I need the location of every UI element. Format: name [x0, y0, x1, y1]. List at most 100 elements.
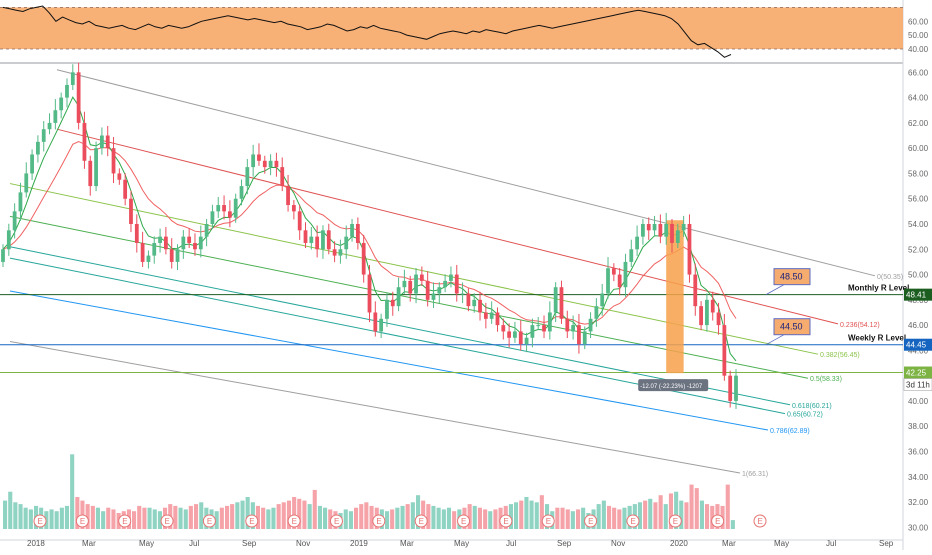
candle-body — [390, 299, 395, 307]
volume-bar — [622, 507, 627, 529]
candle-body — [716, 312, 721, 326]
volume-bar — [663, 504, 668, 529]
volume-bar — [441, 509, 446, 529]
volume-bar — [95, 507, 100, 529]
candle-body — [664, 224, 669, 237]
candle-body — [437, 287, 442, 294]
candle-body — [414, 274, 418, 294]
candle-body — [652, 224, 657, 231]
candle-body — [379, 318, 384, 332]
time-tick-label: May — [454, 539, 469, 548]
candle-body — [129, 198, 133, 224]
volume-bar — [643, 500, 648, 529]
earnings-marker-label: E — [758, 517, 763, 526]
volume-bar — [101, 511, 106, 529]
candle-body — [478, 299, 482, 313]
volume-bar — [132, 511, 137, 529]
candle-body — [198, 236, 203, 250]
candle-body — [117, 173, 122, 180]
earnings-marker-label: E — [80, 517, 85, 526]
candle-body — [76, 72, 81, 123]
candle-body — [635, 236, 639, 250]
volume-bar — [137, 505, 142, 529]
time-tick-label: Jul — [189, 539, 199, 548]
volume-bar — [199, 502, 204, 529]
earnings-marker — [711, 514, 725, 528]
volume-bar — [514, 502, 519, 529]
earnings-marker — [457, 514, 471, 528]
price-tick-label: 58.00 — [908, 169, 929, 178]
volume-bar — [173, 505, 178, 529]
fib-channel-line — [9, 341, 741, 474]
volume-bar — [271, 507, 276, 529]
earnings-marker-label: E — [715, 517, 720, 526]
volume-bar — [106, 507, 111, 529]
candle-body — [542, 325, 546, 332]
price-tick-label: 64.00 — [908, 94, 929, 103]
volume-bar — [49, 509, 54, 529]
candle-body — [408, 280, 413, 294]
candle-body — [629, 249, 634, 262]
volume-bar — [390, 509, 395, 529]
volume-bar — [524, 497, 529, 529]
candle-body — [140, 242, 145, 262]
volume-bar — [64, 505, 69, 529]
candle-body — [646, 224, 651, 231]
candle-body — [594, 306, 599, 319]
measure-label: -12.07 (-22.23%) -1207 — [640, 384, 703, 390]
level-label: Monthly R Level — [848, 284, 909, 293]
earnings-marker — [33, 514, 47, 528]
fib-channel-label: 0.382(56.45) — [820, 352, 860, 359]
fib-channel-label: 0.236(54.12) — [840, 322, 880, 329]
volume-bar — [75, 497, 80, 529]
volume-bar — [730, 520, 735, 529]
earnings-marker — [245, 514, 259, 528]
oscillator-tick-label: 40.00 — [908, 45, 929, 54]
volume-bar — [8, 491, 13, 529]
earnings-marker-label: E — [38, 517, 43, 526]
candle-body — [36, 141, 40, 155]
candle-body — [623, 261, 628, 288]
candle-body — [12, 211, 17, 231]
volume-bar — [570, 511, 575, 529]
volume-bar — [348, 511, 353, 529]
candle-body — [268, 160, 273, 168]
volume-bar — [493, 509, 498, 529]
candle-body — [134, 224, 139, 243]
candle-body — [582, 331, 587, 345]
earnings-marker — [287, 514, 301, 528]
candle-body — [373, 312, 378, 332]
candle-body — [82, 122, 87, 161]
fib-channel-label: 0.786(62.89) — [770, 428, 810, 435]
level-price-tag — [904, 338, 932, 351]
candle-body — [513, 331, 517, 338]
volume-bar — [508, 504, 513, 529]
volume-bar — [648, 498, 653, 529]
earnings-marker — [75, 514, 89, 528]
candle-body — [489, 312, 494, 319]
volume-bar — [230, 504, 235, 529]
candle-body — [257, 154, 261, 161]
volume-bar — [519, 500, 524, 529]
earnings-marker — [160, 514, 174, 528]
volume-bar — [395, 507, 400, 529]
candle-body — [297, 211, 302, 231]
volume-bar — [178, 507, 183, 529]
volume-bar — [699, 500, 704, 529]
candle-body — [111, 148, 116, 174]
candle-body — [385, 299, 389, 319]
time-tick-label: Sep — [242, 539, 257, 548]
candle-body — [530, 325, 535, 338]
volume-bar — [343, 509, 348, 529]
candle-body — [18, 192, 23, 212]
volume-bar — [266, 509, 271, 529]
candle-body — [507, 331, 512, 338]
time-tick-label: May — [774, 539, 789, 548]
oscillator-band — [0, 7, 903, 49]
candle-body — [431, 293, 436, 300]
candle-body — [24, 173, 29, 193]
price-tick-label: 54.00 — [908, 220, 929, 229]
candle-body — [443, 280, 448, 288]
candle-body — [163, 236, 168, 250]
volume-bar — [477, 507, 482, 529]
